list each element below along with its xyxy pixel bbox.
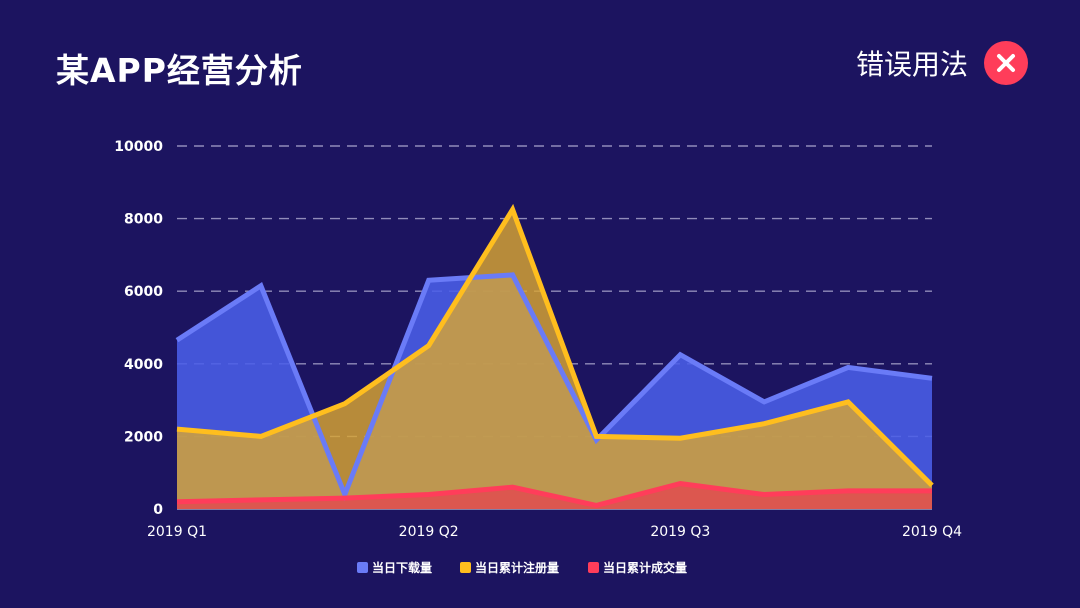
- y-tick-label: 8000: [124, 212, 163, 228]
- chart-lines: [175, 203, 934, 508]
- legend: 当日下载量 当日累计注册量 当日累计成交量: [357, 560, 687, 575]
- wrong-usage-label: 错误用法: [855, 48, 968, 81]
- legend-label: 当日下载量: [372, 560, 432, 575]
- axis-ticks: 0 2000 4000 6000 8000 10000 2019 Q1 2019 Q2 2019…: [114, 139, 962, 540]
- y-tick-label: 10000: [114, 139, 163, 155]
- legend-item-registrations: 当日累计注册量: [460, 560, 559, 575]
- page-title: 某APP经营分析: [56, 51, 303, 90]
- legend-label: 当日累计成交量: [603, 560, 687, 575]
- legend-item-deals: 当日累计成交量: [588, 560, 687, 575]
- x-tick-label: 2019 Q2: [399, 524, 459, 540]
- x-tick-label: 2019 Q3: [650, 524, 710, 540]
- line-registrations: [176, 203, 934, 488]
- legend-label: 当日累计注册量: [475, 560, 559, 575]
- legend-swatch: [357, 562, 368, 573]
- area-deals: [177, 483, 932, 509]
- line-deals: [176, 481, 932, 508]
- legend-swatch: [588, 562, 599, 573]
- y-tick-label: 6000: [124, 284, 163, 300]
- line-downloads: [175, 272, 933, 502]
- y-tick-label: 4000: [124, 357, 163, 373]
- wrong-usage-badge: 错误用法: [856, 40, 1028, 86]
- y-tick-label: 0: [153, 502, 163, 518]
- x-tick-label: 2019 Q1: [147, 524, 207, 540]
- y-tick-label: 2000: [124, 429, 163, 445]
- legend-swatch: [460, 562, 471, 573]
- close-icon: [984, 41, 1028, 85]
- x-tick-label: 2019 Q4: [902, 524, 962, 540]
- legend-item-downloads: 当日下载量: [357, 560, 432, 575]
